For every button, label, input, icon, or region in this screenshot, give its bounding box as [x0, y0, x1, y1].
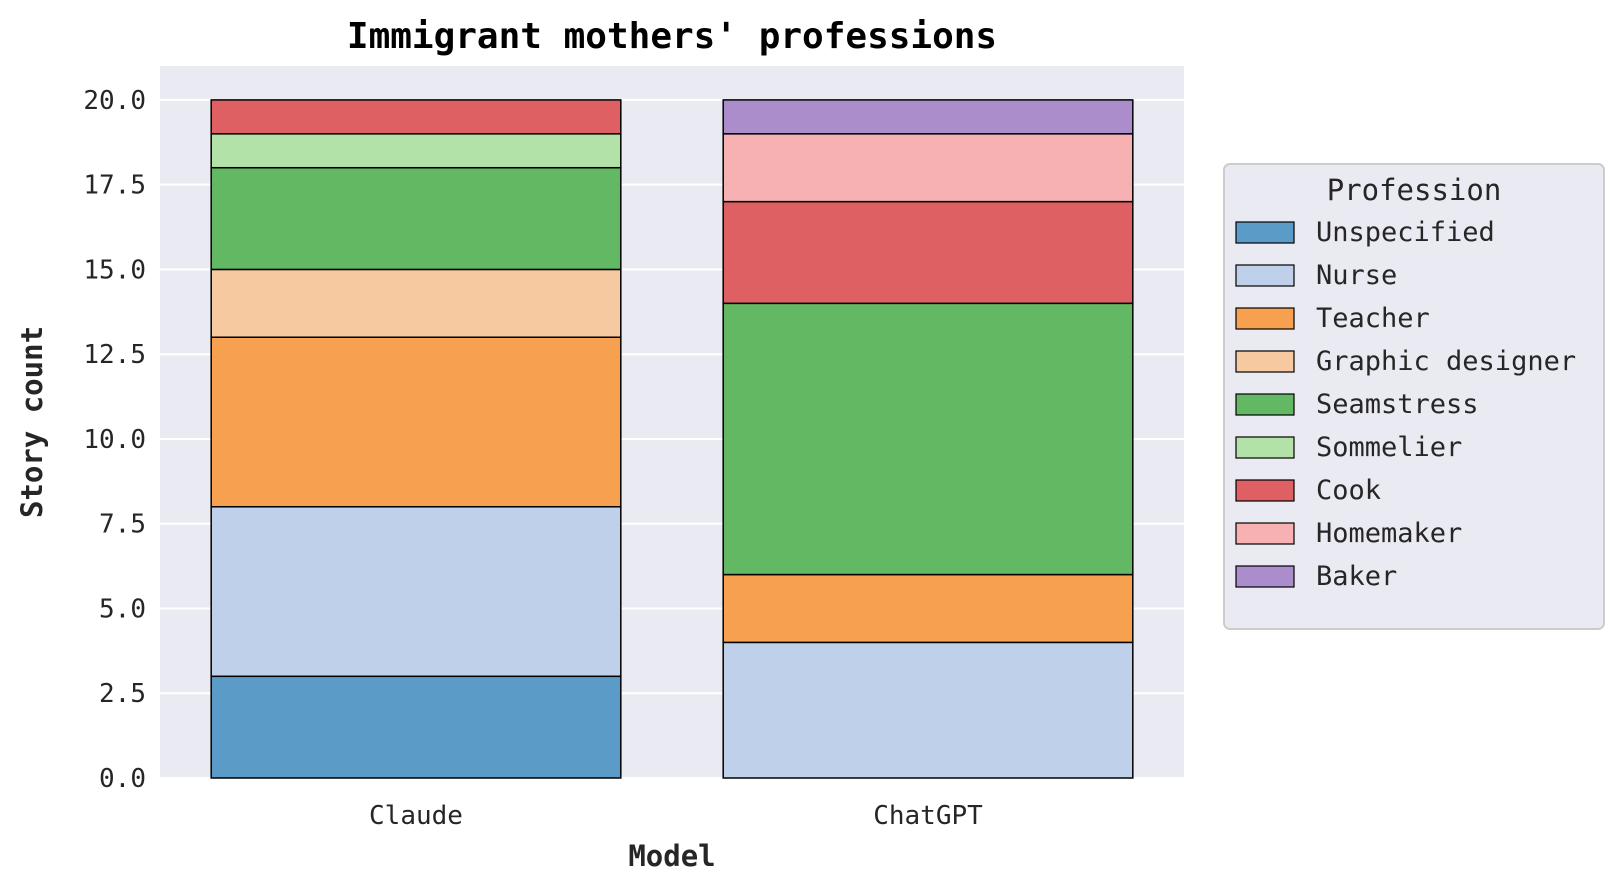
y-tick-label: 10.0 — [83, 425, 146, 455]
bar-chatgpt-cook — [722, 200, 1134, 305]
y-tick-label: 0.0 — [99, 764, 146, 794]
chart-title: Immigrant mothers' professions — [347, 16, 997, 57]
legend-swatch-teacher — [1235, 307, 1295, 330]
legend-label-sommelier: Sommelier — [1316, 432, 1462, 463]
legend-swatch-unspecified — [1235, 221, 1295, 244]
legend-swatch-seamstress — [1235, 393, 1295, 416]
legend-label-teacher: Teacher — [1316, 303, 1430, 334]
bar-claude-unspecified — [210, 675, 622, 779]
bar-claude-sommelier — [210, 133, 622, 169]
y-tick-labels: 0.0 2.5 5.0 7.5 10.0 12.5 15.0 17.5 20.0 — [83, 86, 146, 794]
x-tick-labels: Claude ChatGPT — [369, 801, 983, 831]
bar-chatgpt-seamstress — [722, 302, 1134, 576]
x-tick-label: Claude — [369, 801, 463, 831]
legend-swatch-baker — [1235, 565, 1295, 588]
bars — [210, 99, 1134, 779]
legend-label-cook: Cook — [1316, 475, 1381, 506]
bar-chatgpt-baker — [722, 99, 1134, 135]
legend-label-unspecified: Unspecified — [1316, 217, 1495, 248]
legend-label-homemaker: Homemaker — [1316, 518, 1462, 549]
y-tick-label: 12.5 — [83, 340, 146, 370]
legend-items: Unspecified Nurse Teacher Graphic designer S… — [1235, 217, 1576, 592]
x-tick-label: ChatGPT — [873, 801, 983, 831]
bar-chatgpt-teacher — [722, 573, 1134, 644]
legend-swatch-nurse — [1235, 264, 1295, 287]
legend-swatch-graphic-designer — [1235, 350, 1295, 373]
bar-claude-graphic-designer — [210, 268, 622, 338]
legend-frame — [1223, 163, 1605, 630]
y-tick-label: 7.5 — [99, 510, 146, 540]
y-tick-label: 20.0 — [83, 86, 146, 116]
legend-swatch-homemaker — [1235, 522, 1295, 545]
y-tick-label: 15.0 — [83, 255, 146, 285]
legend-label-seamstress: Seamstress — [1316, 389, 1479, 420]
legend: Profession Unspecified Nurse Teacher Graphi… — [1223, 163, 1605, 630]
bar-claude-cook — [210, 99, 622, 135]
bar-claude-seamstress — [210, 166, 622, 271]
legend-label-baker: Baker — [1316, 561, 1397, 592]
y-tick-label: 2.5 — [99, 679, 146, 709]
bar-chatgpt-homemaker — [722, 133, 1134, 203]
legend-swatch-sommelier — [1235, 436, 1295, 459]
y-axis-label: Story count — [15, 326, 49, 518]
legend-label-nurse: Nurse — [1316, 260, 1397, 291]
legend-swatch-cook — [1235, 479, 1295, 502]
legend-label-graphic-designer: Graphic designer — [1316, 346, 1576, 377]
bar-claude-nurse — [210, 506, 622, 678]
bar-claude-teacher — [210, 336, 622, 508]
legend-title: Profession — [1327, 173, 1502, 207]
y-tick-label: 17.5 — [83, 171, 146, 201]
bar-chatgpt-nurse — [722, 641, 1134, 779]
x-axis-label: Model — [628, 839, 715, 873]
y-tick-label: 5.0 — [99, 594, 146, 624]
